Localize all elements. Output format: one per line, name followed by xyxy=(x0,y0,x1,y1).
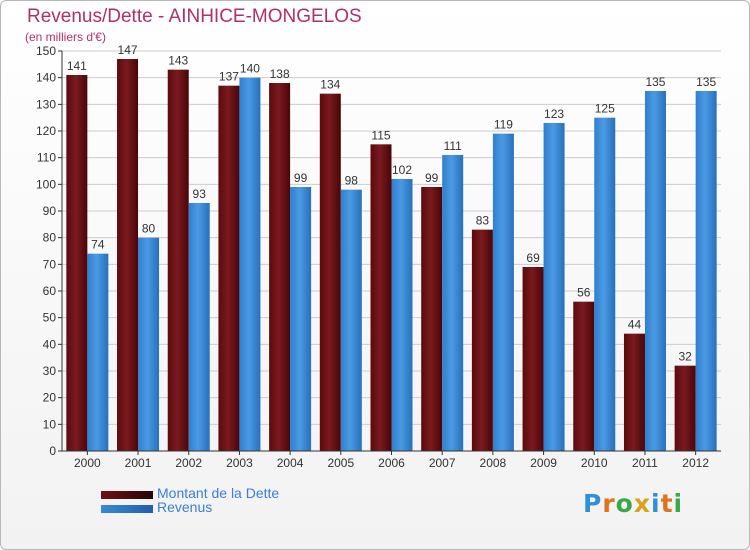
x-tick-label: 2005 xyxy=(327,456,354,470)
bar-chart: 0 10 20 30 40 50 60 70 80 90 100 110 120 130 140 150 141… xyxy=(36,43,721,470)
bar-dette xyxy=(370,144,392,452)
y-tick-label: 0 xyxy=(49,444,56,458)
data-label: 135 xyxy=(645,75,665,89)
data-label: 93 xyxy=(193,187,207,201)
data-label: 141 xyxy=(67,59,87,73)
data-label: 115 xyxy=(371,128,390,142)
data-label: 56 xyxy=(577,286,591,300)
bar-revenus xyxy=(87,253,109,451)
data-label: 98 xyxy=(345,174,359,188)
y-tick-label: 40 xyxy=(43,337,57,351)
y-tick-label: 150 xyxy=(36,44,56,58)
legend-label-revenus: Revenus xyxy=(157,499,213,515)
chart-title: Revenus/Dette - AINHICE-MONGELOS xyxy=(27,6,362,27)
data-label: 111 xyxy=(444,139,463,153)
bar-dette xyxy=(471,229,493,451)
y-tick-label: 120 xyxy=(36,124,56,138)
y-tick-label: 100 xyxy=(36,177,56,191)
y-tick-label: 80 xyxy=(43,231,57,245)
data-label: 147 xyxy=(118,43,138,57)
data-label: 32 xyxy=(678,350,692,364)
logo-letter: P xyxy=(583,489,603,518)
bar-revenus xyxy=(695,91,717,451)
bar-revenus xyxy=(239,77,261,452)
bar-revenus xyxy=(442,155,464,451)
data-label: 102 xyxy=(392,163,412,177)
y-tick-label: 140 xyxy=(36,71,56,85)
data-label: 119 xyxy=(494,118,513,132)
y-tick-label: 70 xyxy=(43,257,57,271)
bar-dette xyxy=(117,59,139,451)
x-tick-label: 2008 xyxy=(480,456,507,470)
logo-letter: t xyxy=(660,489,674,518)
data-label: 137 xyxy=(219,70,239,84)
data-label: 44 xyxy=(628,318,642,332)
y-tick-label: 130 xyxy=(36,97,56,111)
bar-dette xyxy=(573,301,595,451)
proxiti-logo: Proxiti xyxy=(583,489,683,518)
bar-dette xyxy=(269,83,291,451)
bar-dette xyxy=(218,85,240,452)
y-tick-label: 50 xyxy=(43,311,57,325)
bar-revenus xyxy=(340,189,362,451)
bar-dette xyxy=(66,75,88,451)
data-label: 143 xyxy=(168,54,188,68)
bar-revenus xyxy=(138,237,160,451)
x-tick-label: 2004 xyxy=(277,456,304,470)
logo-letter: r xyxy=(602,489,616,518)
x-tick-label: 2007 xyxy=(429,456,456,470)
legend-swatch-revenus xyxy=(101,505,153,513)
bar-revenus xyxy=(594,117,616,452)
logo-letter: x xyxy=(633,489,651,518)
bar-revenus xyxy=(492,133,514,451)
data-label: 140 xyxy=(240,62,260,76)
x-tick-label: 2003 xyxy=(226,456,253,470)
logo-letter: i xyxy=(651,489,661,518)
data-label: 80 xyxy=(142,222,156,236)
data-label: 138 xyxy=(270,67,290,81)
bar-dette xyxy=(623,333,645,451)
data-label: 83 xyxy=(476,214,490,228)
y-tick-label: 30 xyxy=(43,364,57,378)
logo-letter: i xyxy=(673,489,684,518)
bar-revenus xyxy=(644,91,666,451)
bar-revenus xyxy=(188,203,210,451)
chart-subtitle: (en milliers d'€) xyxy=(25,30,106,44)
data-label: 99 xyxy=(425,171,439,185)
bar-dette xyxy=(522,267,544,451)
data-label: 74 xyxy=(91,238,105,252)
y-tick-label: 20 xyxy=(43,391,57,405)
x-tick-label: 2002 xyxy=(175,456,202,470)
bar-dette xyxy=(421,187,443,451)
bar-dette xyxy=(674,365,696,451)
data-label: 135 xyxy=(696,75,716,89)
data-label: 123 xyxy=(544,107,564,121)
bar-revenus xyxy=(543,123,565,451)
y-tick-label: 110 xyxy=(37,151,56,165)
x-tick-label: 2009 xyxy=(530,456,557,470)
x-tick-label: 2000 xyxy=(74,456,101,470)
y-tick-label: 60 xyxy=(43,284,57,298)
x-tick-label: 2012 xyxy=(682,456,709,470)
y-tick-label: 10 xyxy=(43,417,57,431)
data-label: 134 xyxy=(320,78,340,92)
x-tick-label: 2011 xyxy=(632,456,658,470)
x-tick-label: 2006 xyxy=(378,456,405,470)
x-tick-label: 2010 xyxy=(581,456,608,470)
data-label: 69 xyxy=(526,251,540,265)
bar-dette xyxy=(319,93,341,452)
y-tick-label: 90 xyxy=(43,204,57,218)
bar-revenus xyxy=(290,187,312,451)
legend-swatch-dette xyxy=(101,491,153,499)
bar-dette xyxy=(167,69,189,452)
x-tick-label: 2001 xyxy=(125,456,152,470)
legend-label-dette: Montant de la Dette xyxy=(157,485,280,501)
data-label: 125 xyxy=(595,102,615,116)
data-label: 99 xyxy=(294,171,308,185)
logo-letter: o xyxy=(615,489,634,518)
bar-revenus xyxy=(391,179,413,451)
